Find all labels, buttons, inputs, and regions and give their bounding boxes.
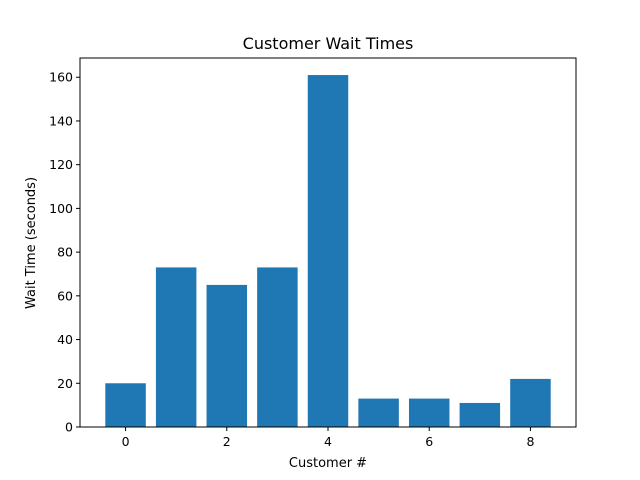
x-tick-label: 2 (223, 434, 231, 449)
y-tick-label: 40 (57, 332, 73, 347)
y-tick-label: 120 (49, 157, 73, 172)
bar-customer-1 (155, 267, 197, 427)
x-axis-label: Customer # (289, 456, 367, 471)
y-tick-label: 60 (57, 288, 73, 303)
bar-customer-0 (105, 383, 146, 427)
x-tick-label: 4 (324, 434, 332, 449)
x-tick-label: 6 (425, 434, 433, 449)
x-tick-label: 0 (122, 434, 130, 449)
bar-customer-3 (257, 267, 298, 427)
y-tick-label: 20 (57, 376, 73, 391)
y-tick-label: 140 (49, 113, 73, 128)
bar-customer-6 (408, 398, 450, 427)
bar-customer-5 (358, 398, 399, 427)
chart-title: Customer Wait Times (243, 34, 414, 53)
bar-customer-4 (307, 75, 349, 427)
bar-customer-8 (510, 378, 551, 427)
y-tick-label: 100 (49, 201, 73, 216)
y-tick-label: 0 (65, 420, 73, 435)
bar-customer-2 (206, 284, 248, 427)
x-tick-label: 8 (526, 434, 534, 449)
y-tick-label: 160 (49, 70, 73, 85)
bar-customer-7 (459, 402, 501, 427)
y-axis-label: Wait Time (seconds) (24, 177, 39, 309)
y-tick-label: 80 (57, 245, 73, 260)
